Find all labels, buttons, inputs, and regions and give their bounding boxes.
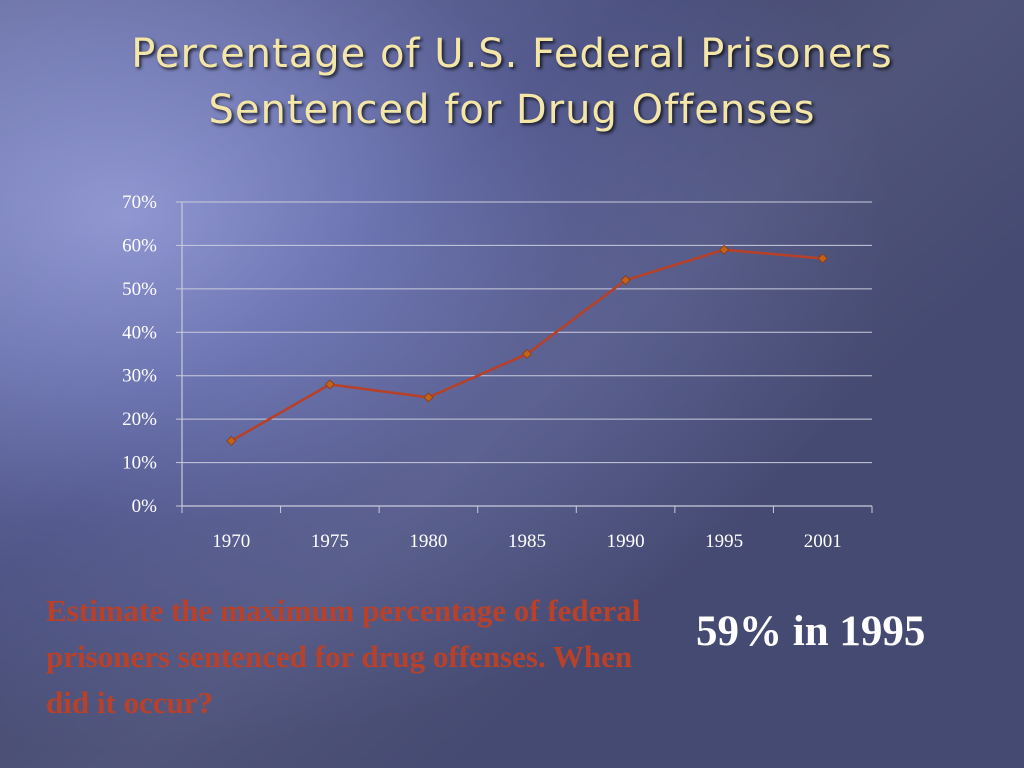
- data-point-marker: [620, 275, 631, 286]
- question-text: Estimate the maximum percentage of feder…: [46, 593, 641, 720]
- y-tick-label: 0%: [132, 496, 158, 517]
- data-point-marker: [521, 348, 533, 360]
- series-line: [230, 248, 823, 442]
- y-tick-label: 40%: [122, 322, 157, 343]
- slide-title: Percentage of U.S. Federal Prisoners Sen…: [0, 26, 1024, 138]
- axes: [176, 201, 873, 513]
- data-point-marker: [423, 392, 434, 403]
- x-tick-label: 1990: [607, 531, 645, 552]
- data-point-marker: [226, 435, 237, 446]
- y-axis-tick-labels: 0% 10% 20% 30% 40% 50% 60% 70%: [122, 192, 157, 517]
- y-tick-label: 60%: [122, 235, 157, 256]
- slide-title-line-2: Sentenced for Drug Offenses: [208, 87, 816, 133]
- x-tick-label: 1995: [705, 531, 743, 552]
- x-tick-label: 2001: [804, 531, 842, 552]
- gridlines: [182, 201, 872, 464]
- y-tick-label: 70%: [122, 192, 157, 213]
- data-point-marker: [324, 379, 335, 390]
- data-point-marker: [719, 244, 730, 255]
- x-tick-label: 1985: [508, 531, 546, 552]
- x-tick-label: 1980: [409, 531, 447, 552]
- x-tick-label: 1970: [212, 531, 250, 552]
- y-tick-label: 30%: [122, 366, 157, 387]
- answer-text: 59% in 1995: [696, 608, 926, 655]
- data-point-marker: [817, 253, 828, 264]
- y-tick-label: 10%: [122, 453, 157, 474]
- y-tick-label: 20%: [122, 409, 157, 430]
- series-group: [226, 244, 828, 446]
- x-tick-label: 1975: [311, 531, 349, 552]
- slide-title-line-1: Percentage of U.S. Federal Prisoners: [131, 31, 893, 77]
- x-axis-tick-labels: 1970 1975 1980 1985 1990 1995 2001: [212, 531, 841, 552]
- y-tick-label: 50%: [122, 279, 157, 300]
